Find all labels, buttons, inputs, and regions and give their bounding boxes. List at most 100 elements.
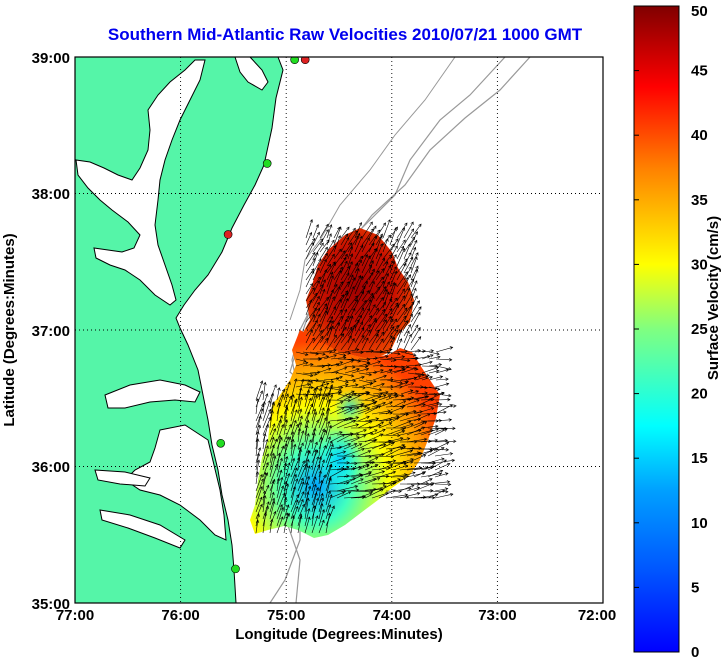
colorbar-tick-label: 0 xyxy=(691,644,699,659)
velocity-arrow xyxy=(347,299,358,316)
velocity-arrow xyxy=(361,307,370,323)
velocity-arrow xyxy=(330,390,343,395)
velocity-arrow xyxy=(375,319,387,337)
velocity-arrow xyxy=(371,485,387,492)
colorbar-tick-label: 5 xyxy=(691,579,699,596)
velocity-arrow xyxy=(326,325,334,344)
velocity-arrow xyxy=(347,261,353,274)
velocity-arrow xyxy=(304,497,310,520)
velocity-arrow xyxy=(290,457,296,471)
velocity-arrow xyxy=(297,408,303,422)
velocity-arrow xyxy=(255,438,260,457)
velocity-arrow xyxy=(358,372,373,377)
velocity-arrow xyxy=(403,333,412,351)
velocity-arrow xyxy=(269,480,275,499)
velocity-arrow xyxy=(382,291,390,309)
velocity-arrow xyxy=(354,221,363,239)
velocity-arrow xyxy=(326,271,334,288)
velocity-arrow xyxy=(318,503,324,520)
velocity-arrow xyxy=(311,394,318,415)
velocity-arrow xyxy=(333,235,341,253)
velocity-arrow xyxy=(325,443,334,464)
velocity-arrow xyxy=(255,398,260,415)
velocity-arrow xyxy=(428,351,440,356)
velocity-arrow xyxy=(329,450,347,457)
velocity-arrow xyxy=(410,223,422,239)
velocity-arrow xyxy=(283,418,289,436)
velocity-arrow xyxy=(365,360,381,367)
velocity-arrow xyxy=(325,505,335,527)
velocity-arrow xyxy=(400,382,415,388)
colorbar-tick-label: 50 xyxy=(691,3,708,20)
velocity-arrow xyxy=(340,265,350,281)
velocity-arrow xyxy=(269,428,277,443)
radar-station-marker xyxy=(290,57,299,65)
velocity-arrow xyxy=(428,363,443,367)
velocity-arrow xyxy=(304,458,310,478)
colorbar-gradient xyxy=(633,5,680,653)
velocity-arrow xyxy=(434,397,451,402)
velocity-arrow xyxy=(396,303,406,316)
velocity-arrow xyxy=(392,437,411,443)
velocity-arrow xyxy=(378,401,393,408)
velocity-arrow xyxy=(269,455,277,478)
velocity-arrow xyxy=(340,326,353,344)
colorbar-tick-label: 45 xyxy=(691,63,708,80)
velocity-arrow xyxy=(297,515,303,534)
velocity-arrow xyxy=(319,252,328,267)
velocity-arrow xyxy=(311,432,316,450)
velocity-arrow xyxy=(276,419,282,436)
colorbar-tick-label: 15 xyxy=(691,450,708,467)
velocity-arrow xyxy=(333,250,346,267)
velocity-arrow xyxy=(326,233,332,246)
velocity-arrow xyxy=(403,313,413,330)
velocity-arrow xyxy=(351,350,364,354)
velocity-arrow xyxy=(304,449,310,471)
colorbar-tick-label: 35 xyxy=(691,192,708,209)
velocity-arrow xyxy=(340,233,349,246)
velocity-arrow xyxy=(319,310,328,330)
velocity-arrow xyxy=(340,272,350,288)
velocity-arrow xyxy=(304,439,312,457)
velocity-arrow xyxy=(276,423,285,443)
velocity-arrow xyxy=(435,358,453,362)
velocity-arrow xyxy=(311,492,318,513)
velocity-arrow xyxy=(434,493,454,499)
velocity-arrow xyxy=(336,406,360,410)
colorbar-tick-label: 20 xyxy=(691,386,708,403)
velocity-arrow xyxy=(427,447,445,457)
colorbar-tick-label: 40 xyxy=(691,127,708,144)
velocity-arrow xyxy=(305,337,315,351)
velocity-arrow xyxy=(375,331,385,344)
velocity-arrow xyxy=(347,245,354,260)
velocity-arrow xyxy=(434,482,452,487)
velocity-arrow xyxy=(304,432,310,450)
velocity-arrow xyxy=(407,390,420,395)
velocity-arrow xyxy=(336,419,357,429)
velocity-arrow xyxy=(347,307,356,323)
velocity-arrow xyxy=(406,426,426,436)
velocity-arrow xyxy=(434,458,456,464)
velocity-arrow xyxy=(290,438,295,457)
velocity-arrow xyxy=(378,395,392,401)
velocity-arrow xyxy=(312,329,323,344)
velocity-arrow xyxy=(396,262,407,281)
velocity-arrow xyxy=(351,358,371,364)
velocity-arrow xyxy=(319,268,328,288)
velocity-arrow xyxy=(434,462,451,471)
velocity-arrow xyxy=(276,387,281,401)
velocity-arrow xyxy=(420,397,435,402)
velocity-arrow xyxy=(389,336,396,351)
velocity-arrow xyxy=(434,418,453,422)
velocity-arrow xyxy=(434,428,448,436)
velocity-arrow xyxy=(389,254,397,267)
velocity-arrow xyxy=(396,222,408,239)
velocity-arrow xyxy=(290,515,295,534)
velocity-arrow xyxy=(290,478,299,499)
delaware-bay xyxy=(234,57,269,91)
velocity-arrow xyxy=(428,375,444,381)
velocity-arrow xyxy=(304,411,311,429)
velocity-arrow xyxy=(325,477,332,499)
velocity-arrow xyxy=(333,309,343,323)
